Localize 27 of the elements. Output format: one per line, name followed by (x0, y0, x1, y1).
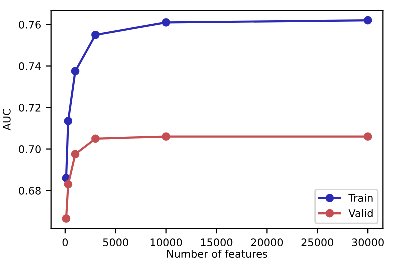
point (92, 134, 100, 144)
point (364, 16, 372, 25)
x-tick-label: 25000 (302, 238, 334, 247)
x-tick-label: 30000 (352, 238, 384, 247)
legend-label: Valid (348, 209, 373, 218)
y-tick-label: 0.74 (19, 62, 42, 70)
x-tick-label: 15000 (201, 238, 233, 247)
x-tick-label: 20000 (251, 238, 284, 247)
x-tick-label: 5000 (103, 238, 128, 247)
x-tick-label: 0 (62, 238, 68, 247)
point (64, 180, 73, 189)
y-tick-label: 0.72 (19, 104, 41, 112)
point (162, 132, 170, 141)
point (162, 18, 170, 27)
point (71, 67, 80, 76)
x-tick-label: 10000 (150, 238, 182, 247)
point (71, 150, 80, 159)
point (92, 30, 100, 40)
y-axis-title: AUC (2, 109, 11, 131)
legend-label: Train (348, 194, 373, 202)
point (62, 214, 71, 223)
point (64, 117, 73, 126)
y-tick-label: 0.68 (19, 187, 41, 195)
y-tick-label: 0.76 (19, 20, 41, 29)
point (364, 132, 372, 141)
x-axis-title: Number of features (168, 250, 268, 258)
y-tick-label: 0.70 (19, 146, 41, 154)
